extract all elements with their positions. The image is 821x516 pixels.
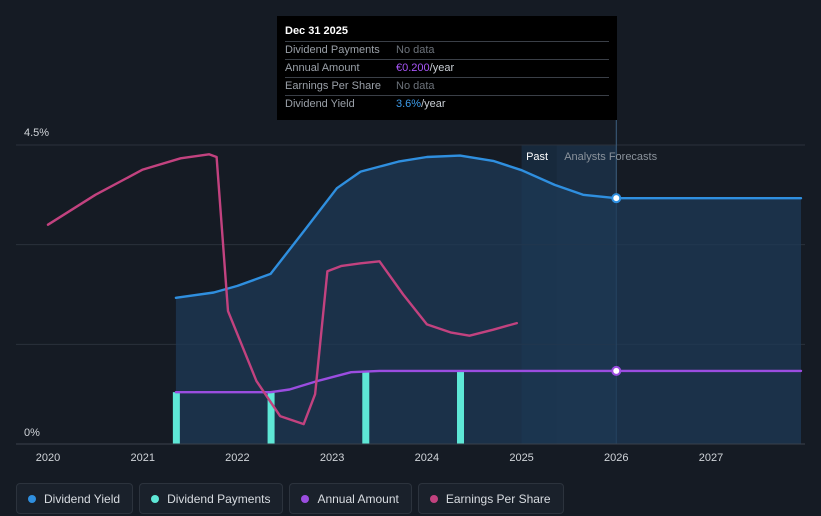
tooltip-label: Dividend Payments [285, 44, 380, 56]
earnings-per-share-line [46, 153, 518, 426]
tooltip: Dec 31 2025 Dividend Payments No data An… [277, 16, 617, 120]
legend-dot-icon [28, 494, 36, 503]
tooltip-label: Annual Amount [285, 62, 360, 74]
tooltip-row-dividend-yield: Dividend Yield 3.6%/year [285, 95, 609, 113]
legend-label: Earnings Per Share [445, 491, 551, 506]
tooltip-value: 3.6% [396, 98, 422, 110]
past-label: Past [526, 151, 548, 163]
x-tick-label: 2027 [699, 452, 723, 464]
legend: Dividend Yield Dividend Payments Annual … [16, 483, 564, 514]
dividend-chart: 2020 2021 2022 2023 2024 2025 2026 2027 0% 4.5% Pa… [16, 120, 805, 464]
tooltip-unit: /year [421, 98, 446, 110]
legend-label: Dividend Payments [167, 491, 271, 506]
dividend-yield-line [174, 154, 803, 299]
forecast-label: Analysts Forecasts [564, 151, 657, 163]
y-tick-label: 4.5% [24, 127, 49, 139]
annual-amount-marker [611, 365, 622, 376]
dividend-payment-bar [457, 370, 465, 444]
legend-item-dividend-payments[interactable]: Dividend Payments [139, 483, 284, 514]
tooltip-row-earnings-per-share: Earnings Per Share No data [285, 77, 609, 95]
legend-item-annual-amount[interactable]: Annual Amount [289, 483, 412, 514]
legend-dot-icon [429, 494, 438, 503]
tooltip-date: Dec 31 2025 [285, 25, 348, 37]
legend-dot-icon [151, 494, 160, 503]
dividend-payment-bar [362, 370, 370, 444]
x-tick-label: 2026 [604, 452, 628, 464]
x-tick-label: 2021 [130, 452, 154, 464]
tooltip-label: Dividend Yield [285, 98, 355, 110]
dividend-payment-bar [172, 392, 180, 444]
x-tick-label: 2022 [225, 452, 249, 464]
tooltip-unit: /year [429, 62, 455, 74]
legend-label: Annual Amount [317, 491, 399, 506]
tooltip-value: No data [396, 80, 435, 92]
tooltip-value: No data [396, 44, 435, 56]
legend-item-earnings-per-share[interactable]: Earnings Per Share [417, 483, 564, 514]
legend-dot-icon [301, 494, 310, 503]
dividend-payment-bar [267, 392, 275, 444]
legend-label: Dividend Yield [44, 491, 121, 506]
tooltip-value: €0.200 [396, 62, 430, 74]
dividend-yield-marker [611, 193, 622, 204]
x-tick-label: 2024 [415, 452, 439, 464]
annual-amount-line [174, 369, 803, 394]
x-tick-label: 2020 [36, 452, 60, 464]
legend-item-dividend-yield[interactable]: Dividend Yield [16, 483, 134, 514]
tooltip-row-annual-amount: Annual Amount €0.200/year [285, 59, 609, 77]
tooltip-row-dividend-payments: Dividend Payments No data [285, 41, 609, 59]
tooltip-label: Earnings Per Share [285, 80, 381, 92]
x-tick-label: 2023 [320, 452, 344, 464]
x-tick-label: 2025 [509, 452, 533, 464]
y-tick-label: 0% [24, 427, 40, 439]
